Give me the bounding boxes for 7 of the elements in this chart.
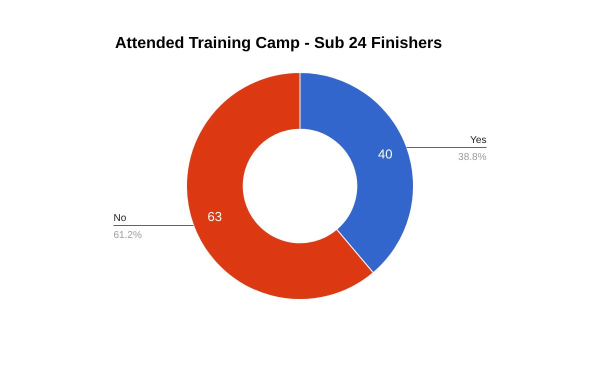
slice-label: Yes xyxy=(470,135,486,146)
text: 61.2% xyxy=(114,230,142,241)
slice-label: No xyxy=(114,213,127,224)
chart-title: Attended Training Camp - Sub 24 Finishers xyxy=(115,35,442,53)
data-label: 63 xyxy=(207,208,222,224)
data-label: 40 xyxy=(378,146,393,162)
text: 38.8% xyxy=(458,152,487,163)
